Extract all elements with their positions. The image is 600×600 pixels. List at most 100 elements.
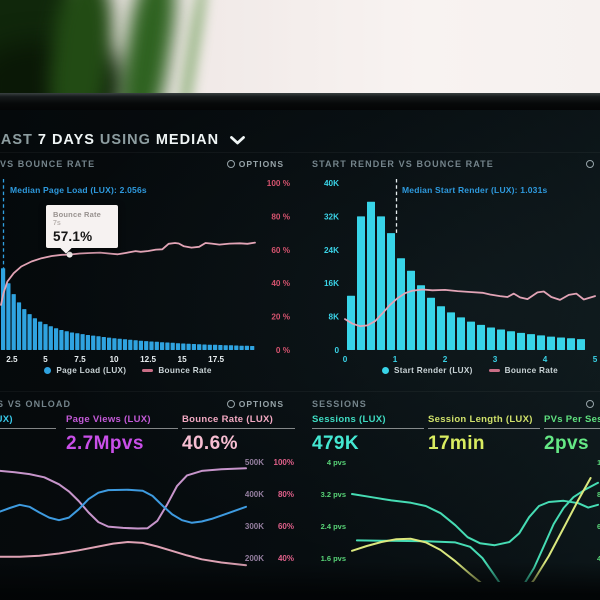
svg-text:400K: 400K — [245, 490, 264, 499]
legend-swatch-icon — [44, 367, 52, 374]
svg-text:5: 5 — [593, 355, 598, 364]
legend-item[interactable]: Start Render (LUX) — [382, 366, 473, 375]
dashboard-screen: LAST 7 DAYS USING MEDIAN VS BOUNCE RATE … — [0, 110, 600, 600]
svg-text:80%: 80% — [278, 490, 294, 499]
header-using: USING — [99, 132, 151, 148]
header-range: 7 DAYS — [37, 132, 95, 148]
svg-text:3.2 pvs: 3.2 pvs — [321, 490, 346, 499]
svg-text:100 %: 100 % — [267, 179, 291, 188]
stat-label: PVs Per Session — [544, 414, 600, 429]
median-start-render-annotation: Median Start Render (LUX): 1.031s — [402, 185, 548, 195]
svg-text:12.5: 12.5 — [140, 355, 156, 364]
svg-text:4 pvs: 4 pvs — [327, 458, 346, 467]
median-dropdown[interactable]: MEDIAN — [156, 132, 245, 148]
options-button[interactable] — [586, 400, 594, 408]
svg-text:80 %: 80 % — [271, 212, 290, 221]
screen-bottom-shadow — [0, 562, 600, 600]
gear-icon — [226, 160, 235, 168]
panel-title: VS BOUNCE RATE — [0, 159, 96, 169]
legend-swatch-icon — [142, 369, 154, 372]
legend-label: Page Load (LUX) — [56, 366, 127, 375]
median-page-load-annotation: Median Page Load (LUX): 2.056s — [10, 185, 147, 195]
svg-text:40K: 40K — [324, 179, 339, 188]
stat-value: 2.7Mpvs — [66, 433, 144, 454]
svg-text:60 %: 60 % — [271, 246, 290, 255]
svg-text:15: 15 — [178, 355, 188, 364]
svg-text:100%: 100% — [274, 458, 294, 467]
stat-bounce-rate: Bounce Rate (LUX) 40.6% — [182, 414, 295, 455]
panel-title: S VS ONLOAD — [0, 399, 72, 409]
stat-label: Sessions (LUX) — [312, 414, 424, 429]
svg-text:1.6 pvs: 1.6 pvs — [321, 554, 346, 563]
svg-text:0: 0 — [343, 355, 348, 364]
svg-text:1: 1 — [393, 355, 398, 364]
panel-page-load-vs-bounce: VS BOUNCE RATE OPTIONS 100 % 80 % 60 % 40 %… — [0, 155, 296, 395]
panel-start-render-vs-bounce: START RENDER VS BOUNCE RATE 40K 32K 24K 16K… — [308, 155, 600, 395]
stat-label: Page Views (LUX) — [66, 414, 178, 429]
svg-text:10: 10 — [109, 355, 119, 364]
svg-text:17.5: 17.5 — [208, 355, 224, 364]
svg-text:4: 4 — [597, 554, 600, 563]
stat-onload: (LUX) — [0, 414, 56, 429]
legend-label: Start Render (LUX) — [394, 366, 473, 375]
panel-title: START RENDER VS BOUNCE RATE — [312, 159, 494, 169]
chart-tooltip: Bounce Rate 7s 57.1% — [46, 205, 118, 248]
svg-text:8: 8 — [597, 490, 600, 499]
svg-text:500K: 500K — [245, 458, 264, 467]
stats-row: Sessions (LUX) 479K Session Length (LUX) 17… — [308, 414, 600, 454]
divider — [0, 152, 600, 153]
gear-icon — [586, 160, 594, 168]
svg-text:20 %: 20 % — [271, 313, 290, 322]
page-load-vs-bounce-chart[interactable]: 100 % 80 % 60 % 40 % 20 % 0 % 2.5 5 7.5 10 12.5 15 1… — [0, 175, 296, 377]
stat-label: (LUX) — [0, 414, 56, 429]
tooltip-value: 57.1% — [53, 229, 93, 244]
options-label: OPTIONS — [238, 399, 284, 409]
legend-item[interactable]: Page Load (LUX) — [44, 366, 126, 375]
svg-text:60%: 60% — [278, 522, 294, 531]
svg-text:200K: 200K — [245, 554, 264, 563]
stat-page-views: Page Views (LUX) 2.7Mpvs — [66, 414, 178, 455]
legend-label: Bounce Rate — [504, 366, 558, 375]
stat-session-length: Session Length (LUX) 17min — [428, 414, 540, 455]
onload-trend-chart[interactable]: 500K 400K 300K 200K 100% 80% 60% 40% — [0, 452, 296, 582]
chart-legend: Start Render (LUX) Bounce Rate — [345, 366, 595, 375]
options-button[interactable] — [586, 160, 594, 168]
legend-item[interactable]: Bounce Rate — [488, 366, 558, 375]
monitor-bezel — [0, 93, 600, 110]
legend-label: Bounce Rate — [158, 366, 212, 375]
panel-onload: S VS ONLOAD OPTIONS (LUX) Page Views (LUX… — [0, 395, 296, 600]
svg-text:3: 3 — [493, 355, 498, 364]
options-button[interactable]: OPTIONS — [226, 399, 284, 409]
divider — [0, 391, 600, 392]
svg-text:2.5: 2.5 — [6, 355, 18, 364]
options-label: OPTIONS — [238, 159, 284, 169]
chart-legend: Page Load (LUX) Bounce Rate — [0, 366, 256, 375]
svg-text:16K: 16K — [324, 279, 339, 288]
svg-text:4: 4 — [543, 355, 548, 364]
svg-text:6: 6 — [597, 522, 600, 531]
svg-text:8K: 8K — [329, 313, 340, 322]
svg-text:7.5: 7.5 — [74, 355, 86, 364]
stat-label: Bounce Rate (LUX) — [182, 414, 295, 429]
svg-text:300K: 300K — [245, 522, 264, 531]
svg-text:1: 1 — [597, 458, 600, 467]
options-button[interactable]: OPTIONS — [226, 159, 284, 169]
svg-text:40 %: 40 % — [271, 279, 290, 288]
legend-item[interactable]: Bounce Rate — [142, 366, 211, 375]
stat-value: 40.6% — [182, 433, 238, 454]
stat-pvs-per-session: PVs Per Session 2pvs — [544, 414, 600, 455]
stat-sessions: Sessions (LUX) 479K — [312, 414, 424, 455]
panel-title: SESSIONS — [312, 399, 367, 409]
tooltip-time: 7s — [53, 220, 61, 227]
gear-icon — [226, 400, 235, 408]
stat-value: 479K — [312, 433, 360, 454]
header-metric: MEDIAN — [155, 132, 220, 148]
chevron-down-icon — [230, 135, 245, 144]
stats-row: (LUX) Page Views (LUX) 2.7Mpvs Bounce Rate … — [0, 414, 296, 454]
dashboard-header: LAST 7 DAYS USING MEDIAN — [0, 132, 245, 148]
svg-text:24K: 24K — [324, 246, 339, 255]
legend-swatch-icon — [488, 369, 500, 372]
svg-text:32K: 32K — [324, 212, 339, 221]
start-render-vs-bounce-chart[interactable]: 40K 32K 24K 16K 8K 00 1 2 3 4 5 — [308, 175, 600, 377]
svg-text:2.4 pvs: 2.4 pvs — [321, 522, 346, 531]
